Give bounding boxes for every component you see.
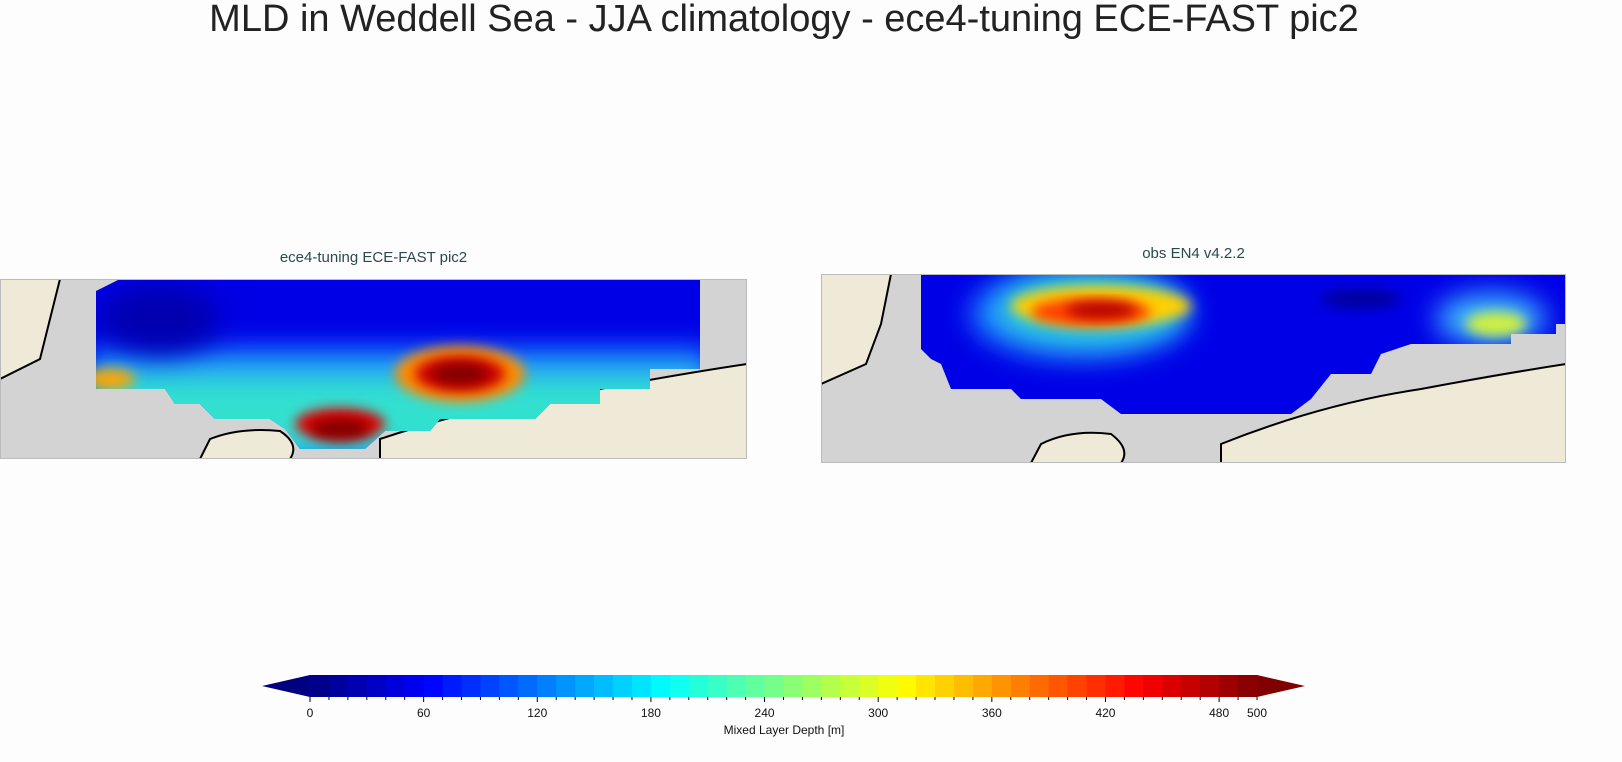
- land-ice-shelf: [198, 429, 295, 459]
- colorbar-segment: [1067, 675, 1088, 697]
- colorbar-tick-label: 60: [417, 706, 431, 720]
- colorbar: 0 60 120 180 240 300 360 420 480 500: [262, 675, 1305, 720]
- map-panel-model: [0, 279, 747, 459]
- colorbar-segment: [1010, 675, 1031, 697]
- colorbar-segment: [328, 675, 349, 697]
- colorbar-segment: [1162, 675, 1182, 697]
- map-frame: [0, 279, 747, 459]
- colorbar-tick-label: 360: [982, 706, 1002, 720]
- colorbar-segment: [1105, 675, 1126, 697]
- colorbar-segment: [821, 675, 841, 697]
- colorbar-tick-label: 0: [307, 706, 314, 720]
- map-frame: [821, 274, 1566, 463]
- colorbar-segment: [347, 675, 368, 697]
- colorbar-segment: [764, 675, 785, 697]
- colorbar-segment: [726, 675, 747, 697]
- mld-field-obs: [921, 274, 1566, 414]
- colorbar-segment: [897, 675, 917, 697]
- colorbar-segment: [366, 675, 387, 697]
- colorbar-segment: [1048, 675, 1069, 697]
- colorbar-segment: [575, 675, 595, 697]
- land-peninsula: [821, 274, 893, 386]
- colorbar-segment: [991, 675, 1012, 697]
- colorbar-segment: [518, 675, 538, 697]
- colorbar-segment: [442, 675, 463, 697]
- colorbar-segment: [953, 675, 974, 697]
- panel-title-model: ece4-tuning ECE-FAST pic2: [279, 249, 468, 266]
- colorbar-segment: [783, 675, 804, 697]
- colorbar-segment: [1200, 675, 1220, 697]
- colorbar-segment: [499, 675, 519, 697]
- colorbar-segment: [650, 675, 671, 697]
- colorbar-segment: [840, 675, 860, 697]
- colorbar-tick-label: 480: [1209, 706, 1229, 720]
- figure-title: MLD in Weddell Sea - JJA climatology - e…: [209, 0, 1359, 40]
- colorbar-segment: [594, 675, 614, 697]
- colorbar-tick-label: 300: [868, 706, 888, 720]
- colorbar-segment: [385, 675, 406, 697]
- colorbar-segment: [935, 675, 955, 697]
- colorbar-segment: [1029, 675, 1050, 697]
- colorbar-segment: [669, 675, 690, 697]
- colorbar-segment: [537, 675, 557, 697]
- colorbar-segment: [556, 675, 576, 697]
- colorbar-segment: [461, 675, 482, 697]
- colorbar-segment: [1086, 675, 1107, 697]
- colorbar-segment: [480, 675, 500, 697]
- panel-title-obs: obs EN4 v4.2.2: [1142, 245, 1245, 262]
- colorbar-segment: [423, 675, 444, 697]
- colorbar-tick-label: 420: [1095, 706, 1115, 720]
- colorbar-segment: [404, 675, 425, 697]
- colorbar-segment: [745, 675, 766, 697]
- colorbar-segment: [859, 675, 879, 697]
- colorbar-segment: [310, 675, 330, 697]
- colorbar-segment: [802, 675, 822, 697]
- colorbar-segment: [1143, 675, 1163, 697]
- colorbar-segment: [1219, 675, 1239, 697]
- colorbar-segment: [1124, 675, 1144, 697]
- colorbar-extend-max: [1257, 675, 1305, 697]
- colorbar-tick-label: 120: [527, 706, 547, 720]
- colorbar-segment: [916, 675, 936, 697]
- map-panel-obs: [821, 274, 1566, 463]
- land-peninsula: [0, 279, 62, 381]
- colorbar-segment: [1181, 675, 1201, 697]
- colorbar-segment: [631, 675, 652, 697]
- colorbar-extend-min: [262, 675, 310, 697]
- colorbar-tick-label: 240: [755, 706, 775, 720]
- colorbar-segment: [707, 675, 728, 697]
- colorbar-segment: [972, 675, 993, 697]
- colorbar-segment: [878, 675, 898, 697]
- land-antarctica: [1220, 362, 1566, 463]
- colorbar-label: Mixed Layer Depth [m]: [723, 723, 845, 737]
- land-ice-shelf: [1029, 431, 1126, 463]
- colorbar-segment: [613, 675, 633, 697]
- colorbar-tick-label: 180: [641, 706, 661, 720]
- colorbar-segment: [1238, 675, 1258, 697]
- colorbar-tick-label: 500: [1247, 706, 1267, 720]
- colorbar-segment: [688, 675, 709, 697]
